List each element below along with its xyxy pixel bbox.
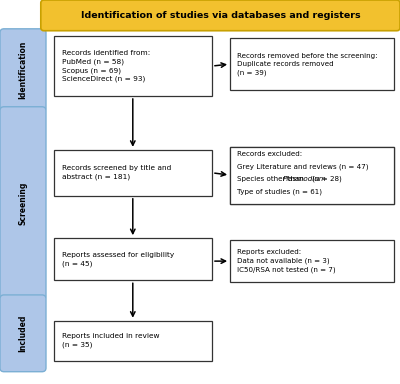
Text: Grey Literature and reviews (n = 47): Grey Literature and reviews (n = 47) <box>237 164 369 170</box>
FancyBboxPatch shape <box>230 147 394 204</box>
FancyBboxPatch shape <box>230 38 394 90</box>
Text: Reports included in review
(n = 35): Reports included in review (n = 35) <box>62 333 160 348</box>
Text: Records identified from:
PubMed (n = 58)
Scopus (n = 69)
ScienceDirect (n = 93): Records identified from: PubMed (n = 58)… <box>62 50 150 82</box>
Text: Records excluded:
Grey Literature and reviews (n = 47)
Species other than Plasmo: Records excluded: Grey Literature and re… <box>237 159 382 191</box>
Text: Species other than: Species other than <box>237 176 306 182</box>
FancyBboxPatch shape <box>230 240 394 282</box>
FancyBboxPatch shape <box>41 0 400 31</box>
Text: Identification of studies via databases and registers: Identification of studies via databases … <box>80 11 360 20</box>
Text: Records screened by title and
abstract (n = 181): Records screened by title and abstract (… <box>62 166 171 180</box>
Text: Plasmodium: Plasmodium <box>283 176 327 182</box>
FancyBboxPatch shape <box>54 321 212 361</box>
Text: Records removed before the screening:
Duplicate records removed
(n = 39): Records removed before the screening: Du… <box>237 53 378 76</box>
Text: Reports assessed for eligibility
(n = 45): Reports assessed for eligibility (n = 45… <box>62 252 174 266</box>
Text: Type of studies (n = 61): Type of studies (n = 61) <box>237 188 322 195</box>
Text: Screening: Screening <box>18 182 28 225</box>
FancyBboxPatch shape <box>230 147 394 204</box>
Text: Reports excluded:
Data not available (n = 3)
IC50/RSA not tested (n = 7): Reports excluded: Data not available (n … <box>237 249 336 273</box>
FancyBboxPatch shape <box>54 150 212 196</box>
FancyBboxPatch shape <box>0 29 46 111</box>
FancyBboxPatch shape <box>0 295 46 372</box>
FancyBboxPatch shape <box>0 107 46 300</box>
FancyBboxPatch shape <box>54 36 212 96</box>
Text: (n = 28): (n = 28) <box>310 176 342 182</box>
FancyBboxPatch shape <box>54 238 212 280</box>
Text: Identification: Identification <box>18 41 28 99</box>
Text: Included: Included <box>18 314 28 352</box>
Text: Records excluded:: Records excluded: <box>237 151 302 157</box>
